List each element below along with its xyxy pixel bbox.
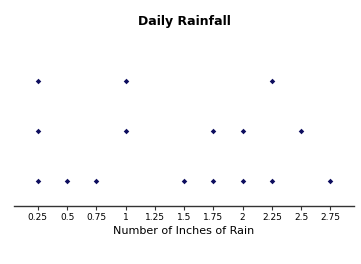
- Point: [64, 179, 70, 183]
- Point: [240, 179, 245, 183]
- Point: [269, 79, 275, 84]
- Point: [123, 79, 129, 84]
- Point: [210, 129, 216, 133]
- Point: [93, 179, 99, 183]
- Point: [327, 179, 333, 183]
- Point: [35, 79, 41, 84]
- Point: [269, 179, 275, 183]
- Point: [181, 179, 187, 183]
- Point: [240, 129, 245, 133]
- Point: [35, 179, 41, 183]
- X-axis label: Number of Inches of Rain: Number of Inches of Rain: [113, 226, 255, 236]
- Title: Daily Rainfall: Daily Rainfall: [138, 15, 231, 28]
- Point: [35, 129, 41, 133]
- Point: [123, 129, 129, 133]
- Point: [210, 179, 216, 183]
- Point: [298, 129, 304, 133]
